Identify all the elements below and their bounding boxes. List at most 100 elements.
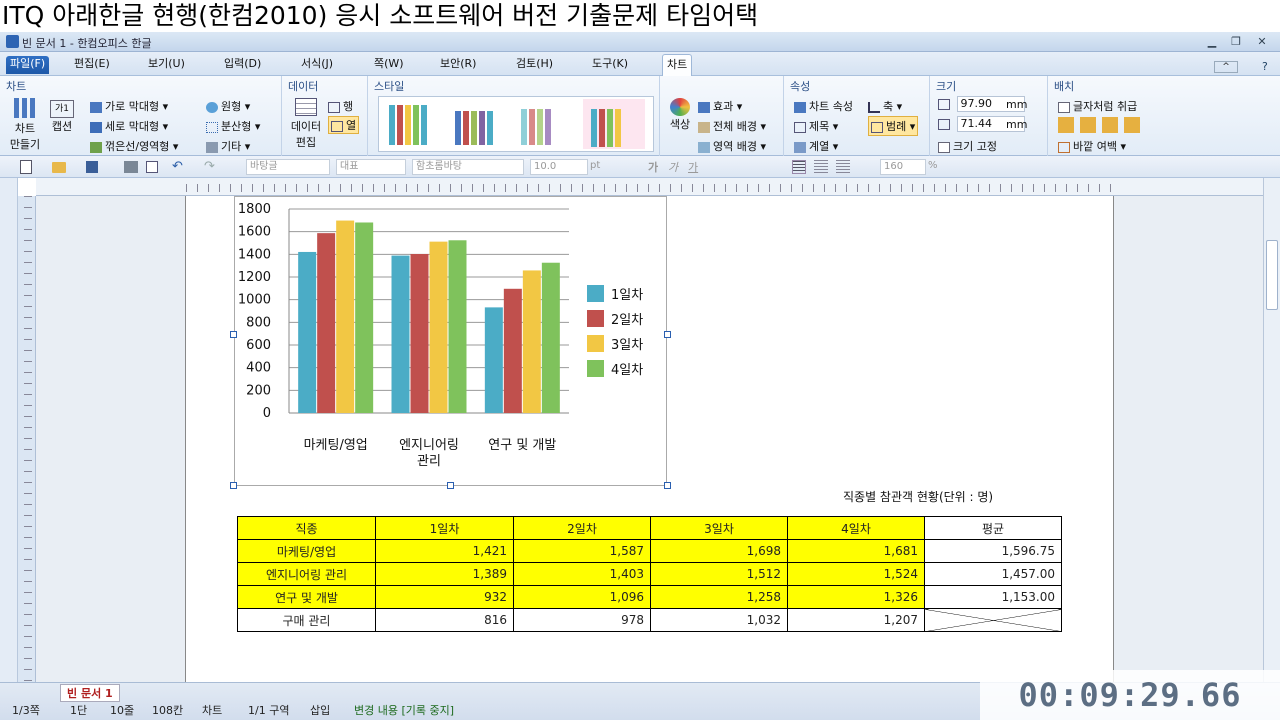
preview-icon[interactable] xyxy=(146,161,158,173)
table-cell[interactable]: 엔지니어링 관리 xyxy=(237,562,376,586)
edit-data-button[interactable]: 데이터 편집 xyxy=(288,98,324,150)
table-cell[interactable]: 978 xyxy=(513,608,651,632)
vertical-ruler[interactable] xyxy=(18,196,36,682)
chart-style-gallery[interactable] xyxy=(378,96,654,152)
bg-area-button[interactable]: 영역 배경 ▾ xyxy=(698,138,766,154)
height-field[interactable]: 71.44 xyxy=(938,116,1025,132)
menu-page[interactable]: 쪽(W) xyxy=(374,57,404,70)
bold-button[interactable]: 가 xyxy=(648,161,659,174)
close-icon[interactable]: ✕ xyxy=(1257,35,1267,48)
diagonal-cell[interactable] xyxy=(924,608,1062,632)
outer-margin-button[interactable]: 바깥 여백 ▾ xyxy=(1058,138,1126,154)
table-cell[interactable]: 1,326 xyxy=(787,585,925,609)
font-kind-select[interactable]: 대표 xyxy=(336,159,406,175)
line-area-button[interactable]: 꺾은선/영역형 ▾ xyxy=(90,138,178,154)
effect-button[interactable]: 효과 ▾ xyxy=(698,98,742,114)
doc-tab[interactable]: 빈 문서 1 xyxy=(60,684,120,702)
open-folder-icon[interactable] xyxy=(52,162,66,173)
width-value[interactable]: 97.90 xyxy=(956,96,1025,112)
underline-button[interactable]: 가 xyxy=(688,161,699,174)
undo-icon[interactable]: ↶ xyxy=(172,159,183,174)
menu-review[interactable]: 검토(H) xyxy=(516,57,554,70)
menu-file[interactable]: 파일(F) xyxy=(6,56,50,74)
restore-icon[interactable]: ❐ xyxy=(1231,35,1241,48)
table-cell[interactable]: 1,457.00 xyxy=(924,562,1062,586)
scroll-thumb[interactable] xyxy=(1266,240,1278,310)
status-track-changes[interactable]: 변경 내용 [기록 중지] xyxy=(354,704,455,717)
scatter-button[interactable]: 분산형 ▾ xyxy=(206,118,260,134)
resize-handle[interactable] xyxy=(230,482,237,489)
redo-icon[interactable]: ↷ xyxy=(204,159,215,174)
table-cell[interactable]: 1,258 xyxy=(650,585,788,609)
pie-button[interactable]: 원형 ▾ xyxy=(206,98,250,114)
fix-size-checkbox[interactable]: 크기 고정 xyxy=(938,138,997,154)
align-center-icon[interactable] xyxy=(814,160,828,174)
menu-format[interactable]: 서식(J) xyxy=(301,57,334,70)
table-cell[interactable]: 1,524 xyxy=(787,562,925,586)
table-cell[interactable]: 1,596.75 xyxy=(924,539,1062,563)
table-cell[interactable]: 1,032 xyxy=(650,608,788,632)
menu-view[interactable]: 보기(U) xyxy=(148,57,185,70)
bg-all-button[interactable]: 전체 배경 ▾ xyxy=(698,118,766,134)
align-left-icon[interactable] xyxy=(792,160,806,174)
table-cell[interactable]: 1,512 xyxy=(650,562,788,586)
menu-tools[interactable]: 도구(K) xyxy=(592,57,629,70)
menu-insert[interactable]: 입력(D) xyxy=(224,57,262,70)
table-cell[interactable]: 816 xyxy=(375,608,514,632)
series-button[interactable]: 계열 ▾ xyxy=(794,138,838,154)
other-chart-button[interactable]: 기타 ▾ xyxy=(206,138,250,154)
header-cell[interactable]: 4일차 xyxy=(787,516,925,540)
make-chart-button[interactable]: 차트 만들기 xyxy=(8,98,42,152)
table-cell[interactable]: 1,681 xyxy=(787,539,925,563)
save-icon[interactable] xyxy=(86,161,98,173)
status-insert[interactable]: 삽입 xyxy=(310,704,331,717)
menu-chart-tab[interactable]: 차트 xyxy=(662,54,693,76)
style-select[interactable]: 바탕글 xyxy=(246,159,330,175)
axis-button[interactable]: 축 ▾ xyxy=(868,98,902,114)
row-button[interactable]: 행 xyxy=(328,98,353,114)
menu-edit[interactable]: 편집(E) xyxy=(74,57,110,70)
wrap-options[interactable] xyxy=(1058,117,1142,133)
header-cell[interactable]: 3일차 xyxy=(650,516,788,540)
resize-handle[interactable] xyxy=(230,331,237,338)
menu-security[interactable]: 보안(R) xyxy=(440,57,477,70)
table-cell[interactable]: 구매 관리 xyxy=(237,608,376,632)
data-table[interactable]: 직종 1일차 2일차 3일차 4일차 평균 마케팅/영업 1,421 1,587… xyxy=(237,516,1062,632)
resize-handle[interactable] xyxy=(664,331,671,338)
left-side-panel[interactable] xyxy=(0,178,18,682)
align-right-icon[interactable] xyxy=(836,160,850,174)
table-cell[interactable]: 1,153.00 xyxy=(924,585,1062,609)
caption-button[interactable]: 가1 캡션 xyxy=(50,100,74,134)
table-cell[interactable]: 1,207 xyxy=(787,608,925,632)
header-cell[interactable]: 평균 xyxy=(924,516,1062,540)
chart-style-4[interactable] xyxy=(583,99,645,149)
line-spacing-field[interactable]: 160 xyxy=(880,159,926,175)
resize-handle[interactable] xyxy=(447,482,454,489)
ribbon-collapse-icon[interactable]: ^ xyxy=(1214,61,1238,73)
chart-style-1[interactable] xyxy=(385,105,441,145)
table-cell[interactable]: 마케팅/영업 xyxy=(237,539,376,563)
chart-object[interactable]: 0 200 400 600 800 1000 1200 1400 1600 1800 마케팅/영업 엔… xyxy=(234,196,667,486)
bar-vertical-button[interactable]: 세로 막대형 ▾ xyxy=(90,118,168,134)
header-cell[interactable]: 2일차 xyxy=(513,516,651,540)
print-icon[interactable] xyxy=(124,161,138,173)
legend-button[interactable]: 범례 ▾ xyxy=(868,116,919,136)
chart-props-button[interactable]: 차트 속성 xyxy=(794,98,853,114)
height-value[interactable]: 71.44 xyxy=(956,116,1025,132)
as-char-checkbox[interactable]: 글자처럼 취급 xyxy=(1058,98,1137,114)
table-cell[interactable]: 1,587 xyxy=(513,539,651,563)
bar-horizontal-button[interactable]: 가로 막대형 ▾ xyxy=(90,98,168,114)
width-field[interactable]: 97.90 xyxy=(938,96,1025,112)
resize-handle[interactable] xyxy=(664,482,671,489)
heading-button[interactable]: 제목 ▾ xyxy=(794,118,838,134)
new-doc-icon[interactable] xyxy=(20,160,32,174)
header-cell[interactable]: 1일차 xyxy=(375,516,514,540)
column-button[interactable]: 열 xyxy=(328,116,360,134)
horizontal-ruler[interactable] xyxy=(36,178,1263,196)
table-cell[interactable]: 연구 및 개발 xyxy=(237,585,376,609)
font-select[interactable]: 함초롬바탕 xyxy=(412,159,524,175)
font-size-field[interactable]: 10.0 xyxy=(530,159,588,175)
chart-style-2[interactable] xyxy=(451,111,507,145)
table-cell[interactable]: 932 xyxy=(375,585,514,609)
italic-button[interactable]: 가 xyxy=(668,161,679,174)
